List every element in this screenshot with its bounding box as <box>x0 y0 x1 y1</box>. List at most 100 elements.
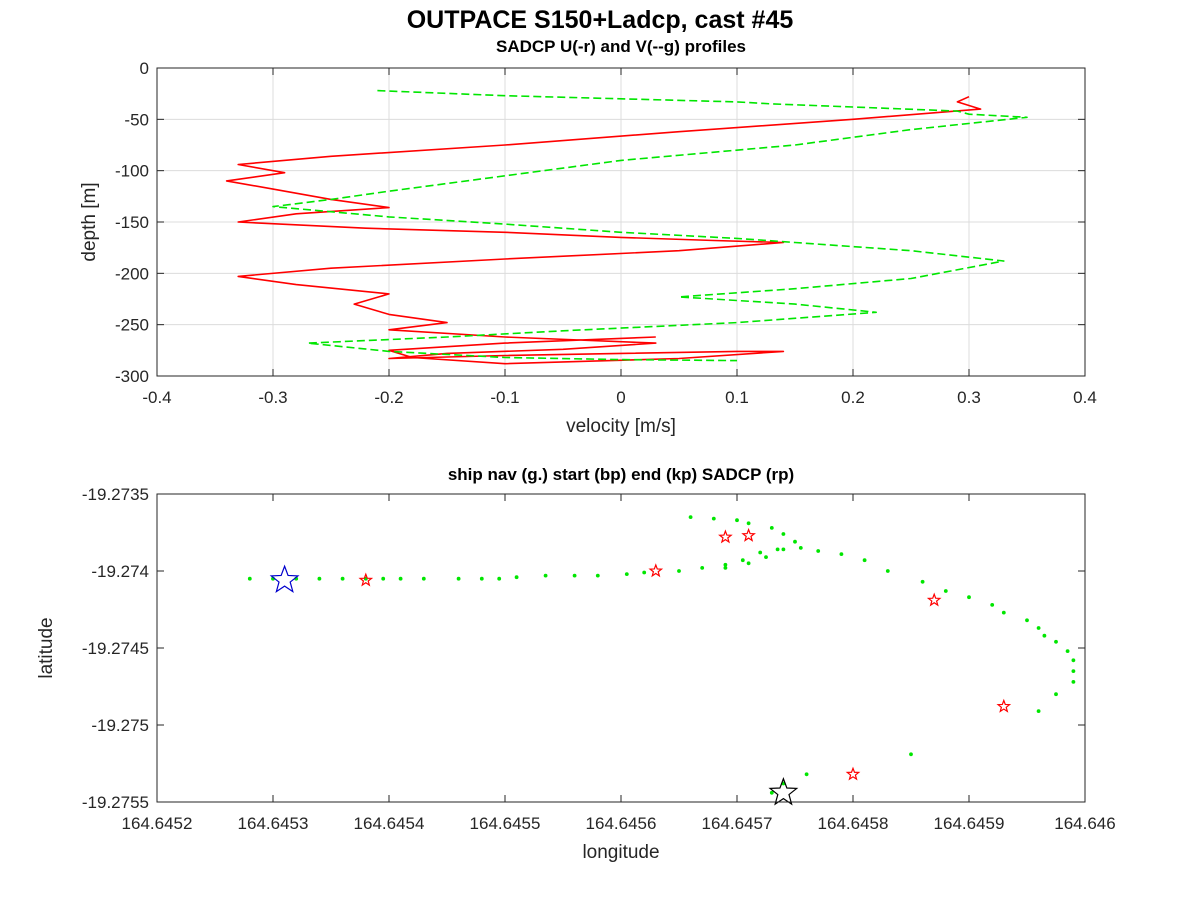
nav-dot <box>781 532 786 536</box>
nav-dot <box>723 566 728 570</box>
x-tick-label: 0 <box>616 388 625 407</box>
nav-dot <box>572 573 577 578</box>
x-tick-label: 0.2 <box>841 388 865 407</box>
x-tick-label: 164.6459 <box>934 814 1005 833</box>
nav-xlabel: longitude <box>582 842 659 863</box>
start-star <box>269 564 300 593</box>
nav-dot <box>711 516 716 521</box>
nav-dot <box>1001 610 1006 615</box>
x-tick-label: 164.6453 <box>238 814 309 833</box>
nav-ticks: 164.6452 164.6453 164.6454 164.6455 164.6456… <box>82 485 1116 833</box>
nav-dot <box>479 576 484 581</box>
nav-dot <box>677 569 681 573</box>
nav-dot <box>1036 709 1041 713</box>
x-tick-label: 164.6454 <box>354 814 425 833</box>
x-tick-label: -0.1 <box>490 388 519 407</box>
y-tick-label: -100 <box>115 162 149 181</box>
nav-dot <box>885 569 890 573</box>
nav-dot <box>514 575 519 580</box>
nav-dot <box>381 576 386 581</box>
x-tick-label: -0.4 <box>142 388 171 407</box>
nav-dot <box>1025 618 1029 623</box>
x-tick-label: 164.6458 <box>818 814 889 833</box>
nav-dot <box>990 603 995 607</box>
nav-dot <box>920 579 925 584</box>
nav-dot <box>862 558 867 563</box>
y-tick-label: 0 <box>140 59 149 78</box>
x-tick-label: 0.1 <box>725 388 749 407</box>
nav-dot <box>816 549 821 553</box>
y-tick-label: -19.2755 <box>82 793 149 812</box>
nav-dot <box>642 570 647 575</box>
nav-dot <box>1054 639 1058 644</box>
nav-dot <box>798 546 803 550</box>
y-tick-label: -150 <box>115 213 149 232</box>
nav-dot <box>735 518 739 523</box>
y-tick-label: -19.2735 <box>82 485 149 504</box>
profile-plot-title: SADCP U(-r) and V(--g) profiles <box>496 37 746 56</box>
nav-dot <box>317 576 322 581</box>
x-tick-label: -0.3 <box>258 388 287 407</box>
nav-dot <box>456 576 461 581</box>
nav-dot <box>1071 680 1076 684</box>
nav-dot <box>497 576 502 581</box>
nav-dot <box>769 790 774 795</box>
sadcp-star <box>926 592 942 607</box>
profile-ylabel: depth [m] <box>79 182 100 261</box>
y-tick-label: -19.2745 <box>82 639 149 658</box>
nav-dot <box>804 772 809 777</box>
y-tick-label: -200 <box>115 264 149 283</box>
y-tick-label: -250 <box>115 316 149 335</box>
y-tick-label: -50 <box>124 110 149 129</box>
profile-series <box>225 89 1028 365</box>
y-tick-label: -19.275 <box>91 716 149 735</box>
nav-dot <box>781 547 786 552</box>
sadcp-star <box>845 766 861 781</box>
x-tick-label: 164.6456 <box>586 814 657 833</box>
nav-dot <box>1071 669 1076 673</box>
nav-dot <box>624 572 629 576</box>
figure-title: OUTPACE S150+Ladcp, cast #45 <box>407 6 794 34</box>
nav-dot <box>543 573 548 578</box>
end-star <box>768 777 799 806</box>
sadcp-star <box>996 698 1012 713</box>
nav-series <box>247 515 1076 806</box>
u-profile-line <box>225 95 982 365</box>
nav-dot <box>398 576 403 581</box>
nav-ylabel: latitude <box>36 617 57 678</box>
nav-dot <box>769 526 774 530</box>
nav-dot <box>967 595 971 600</box>
nav-dot <box>688 515 693 519</box>
nav-dot <box>943 589 948 593</box>
nav-dot <box>839 552 844 556</box>
nav-dot <box>746 521 751 526</box>
nav-dot <box>595 573 600 578</box>
nav-dot <box>723 562 728 567</box>
x-tick-label: 0.4 <box>1073 388 1097 407</box>
x-tick-label: 164.646 <box>1054 814 1115 833</box>
x-tick-label: 164.6455 <box>470 814 541 833</box>
nav-dot <box>421 576 426 581</box>
x-tick-label: -0.2 <box>374 388 403 407</box>
profile-grid <box>156 67 1086 377</box>
nav-dot <box>775 547 780 552</box>
nav-dot <box>1042 633 1047 638</box>
x-tick-label: 164.6457 <box>702 814 773 833</box>
nav-dot <box>793 539 797 544</box>
x-tick-label: 164.6452 <box>122 814 193 833</box>
nav-dot <box>1054 692 1058 697</box>
profile-xlabel: velocity [m/s] <box>566 416 676 437</box>
profile-ticks: -0.4 -0.3 -0.2 -0.1 0 0.1 0.2 0.3 0.4 0 -50 -100 -15… <box>115 59 1097 407</box>
velocity-profile-plot: SADCP U(-r) and V(--g) profiles -0.4 -0.3… <box>79 37 1097 437</box>
nav-dot <box>1065 649 1070 653</box>
nav-dot <box>1071 658 1076 663</box>
sadcp-star <box>741 527 756 542</box>
sadcp-star <box>718 529 733 544</box>
nav-dot <box>909 752 913 757</box>
v-profile-line <box>272 89 1028 362</box>
nav-dot <box>1036 626 1041 630</box>
nav-dot <box>340 576 345 581</box>
sadcp-star <box>358 572 374 587</box>
nav-plot-title: ship nav (g.) start (bp) end (kp) SADCP … <box>448 465 794 484</box>
